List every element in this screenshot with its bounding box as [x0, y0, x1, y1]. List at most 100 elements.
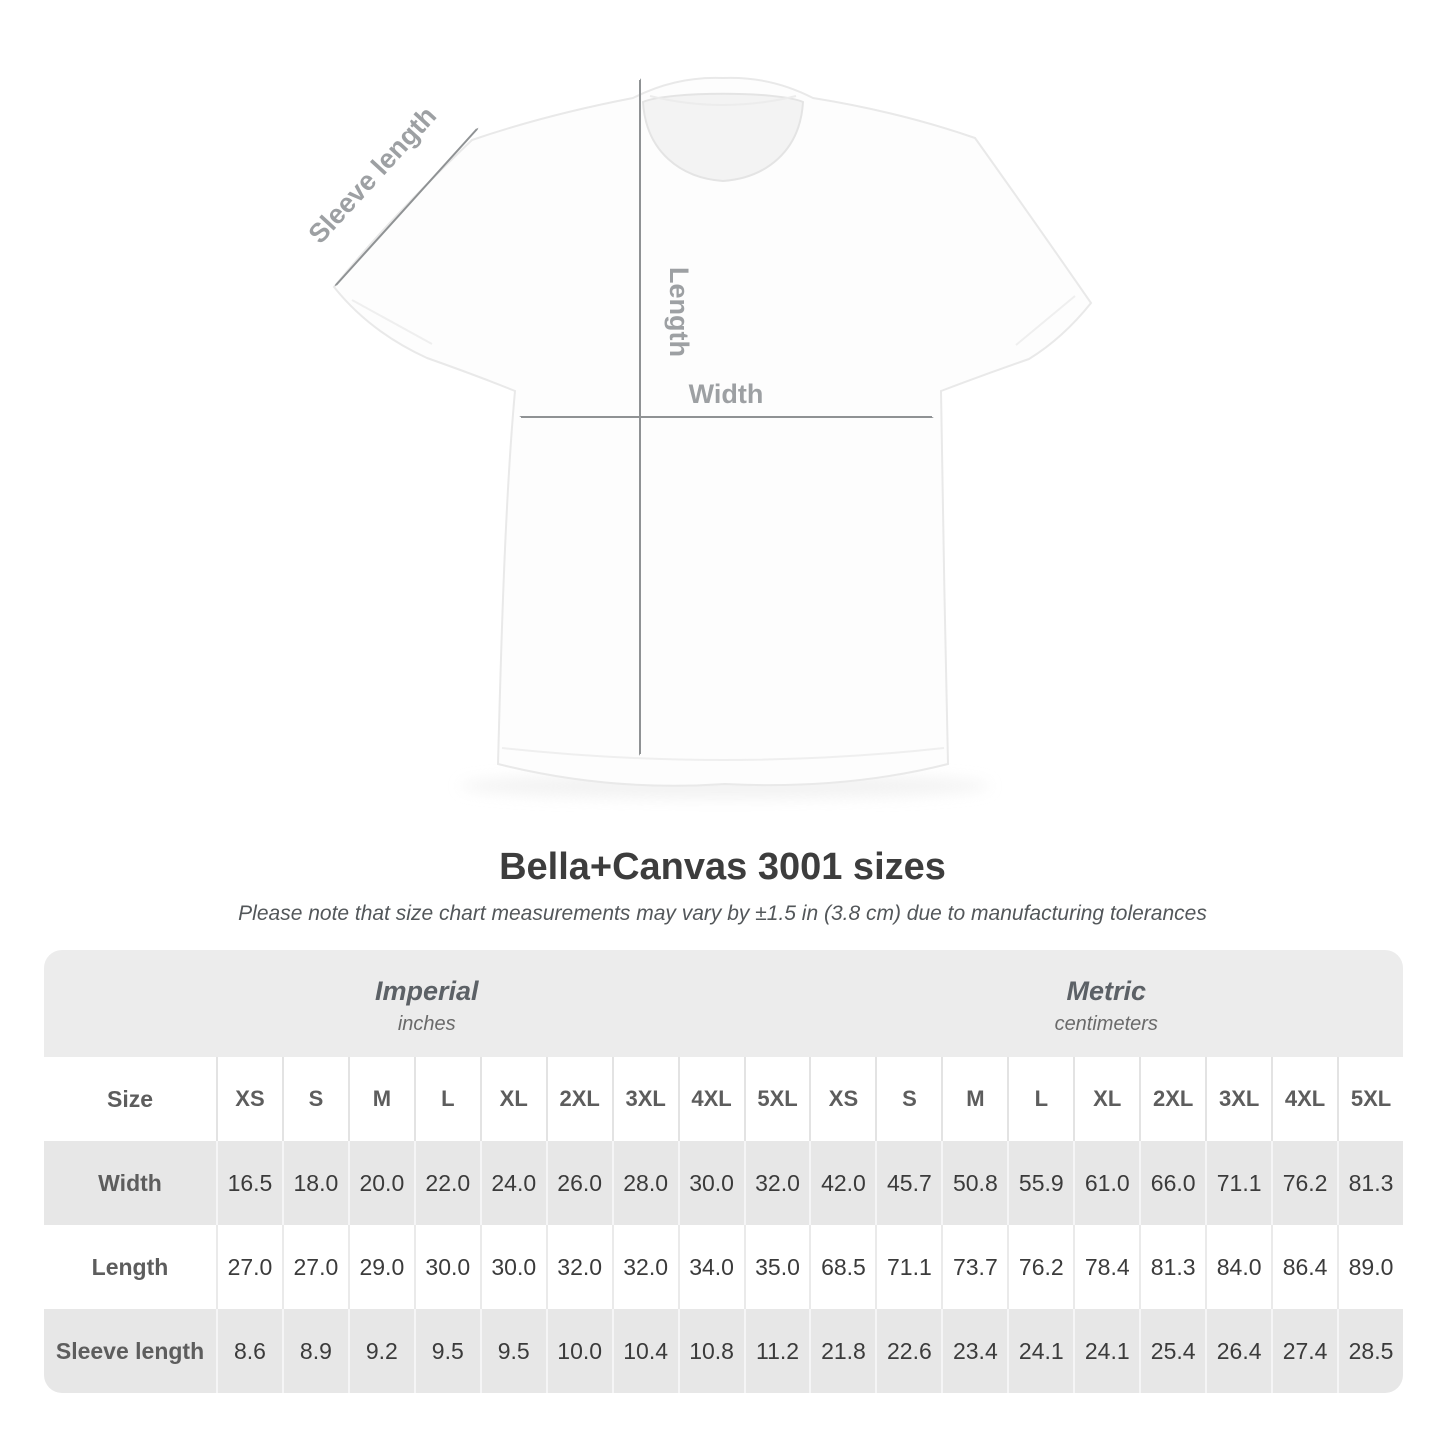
- measurement-cell: 81.3: [1139, 1225, 1205, 1309]
- size-column-header: XS: [216, 1057, 282, 1141]
- size-column-header: S: [281, 1057, 348, 1141]
- measurement-cell: 76.2: [1007, 1225, 1073, 1309]
- width-label: Width: [689, 379, 764, 409]
- measurement-cell: 32.0: [545, 1225, 612, 1309]
- unit-header-row: Imperial inches Metric centimeters: [44, 950, 1403, 1057]
- measurement-cell: 9.5: [413, 1309, 480, 1393]
- measurement-cell: 81.3: [1337, 1141, 1403, 1225]
- measurement-cell: 78.4: [1073, 1225, 1139, 1309]
- measurement-cell: 26.0: [545, 1141, 612, 1225]
- measurement-cell: 10.4: [611, 1309, 678, 1393]
- right-sleeve-hem-seam: [1015, 295, 1076, 346]
- imperial-label: Imperial: [374, 975, 479, 1006]
- row-label: Sleeve length: [55, 1337, 205, 1364]
- table-row: Sleeve length 8.6 8.9 9.2 9.5 9.5 10.0 10.4 10.8…: [44, 1309, 1403, 1393]
- measurement-cell: 71.1: [875, 1225, 941, 1309]
- metric-label: Metric: [1066, 975, 1147, 1006]
- measurement-cell: 32.0: [743, 1141, 810, 1225]
- measurement-cell: 26.4: [1205, 1309, 1271, 1393]
- measurement-cell: 9.5: [479, 1309, 546, 1393]
- left-sleeve-hem-seam: [351, 299, 433, 345]
- size-column-header: 2XL: [1139, 1057, 1205, 1141]
- measurement-cell: 28.0: [611, 1141, 678, 1225]
- measurement-cell: 32.0: [611, 1225, 678, 1309]
- tshirt-body: [332, 76, 1093, 787]
- measurement-cell: 27.0: [216, 1225, 282, 1309]
- bottom-hem-seam: [501, 747, 945, 761]
- measurement-cell: 8.6: [216, 1309, 282, 1393]
- size-chart-table: Imperial inches Metric centimeters Size …: [44, 950, 1403, 1393]
- measurement-cell: 10.0: [545, 1309, 612, 1393]
- measurement-cell: 22.0: [413, 1141, 480, 1225]
- measurement-cell: 89.0: [1337, 1225, 1403, 1309]
- measurement-cell: 35.0: [743, 1225, 810, 1309]
- row-label: Length: [91, 1253, 169, 1280]
- metric-header: Metric centimeters: [810, 950, 1404, 1057]
- table-row: Width 16.5 18.0 20.0 22.0 24.0 26.0 28.0 30.0 32.…: [44, 1141, 1403, 1225]
- tshirt-graphic: [332, 76, 1093, 787]
- size-column-header: XS: [809, 1057, 875, 1141]
- size-column-header: 4XL: [677, 1057, 744, 1141]
- measurement-cell: 55.9: [1007, 1141, 1073, 1225]
- measurement-cell: 50.8: [941, 1141, 1007, 1225]
- measurement-cell: 29.0: [347, 1225, 414, 1309]
- size-column-header: 3XL: [1205, 1057, 1271, 1141]
- measurement-cell: 25.4: [1139, 1309, 1205, 1393]
- measurement-cell: 68.5: [809, 1225, 875, 1309]
- row-label: Width: [98, 1169, 162, 1196]
- measurement-cell: 71.1: [1205, 1141, 1271, 1225]
- size-column-header: XL: [479, 1057, 546, 1141]
- collar-opening: [641, 92, 805, 183]
- imperial-header: Imperial inches: [44, 950, 810, 1057]
- tolerance-note: Please note that size chart measurements…: [238, 902, 1207, 925]
- size-column-header: L: [413, 1057, 480, 1141]
- size-column-header: 3XL: [611, 1057, 678, 1141]
- size-column-header: M: [941, 1057, 1007, 1141]
- measurement-cell: 76.2: [1271, 1141, 1337, 1225]
- size-column-header: 2XL: [545, 1057, 612, 1141]
- measurement-cell: 27.0: [281, 1225, 348, 1309]
- measurement-cell: 22.6: [875, 1309, 941, 1393]
- measurement-cell: 45.7: [875, 1141, 941, 1225]
- measurement-cell: 21.8: [809, 1309, 875, 1393]
- size-column-header: 5XL: [1337, 1057, 1403, 1141]
- measurement-cell: 28.5: [1337, 1309, 1403, 1393]
- table-row: Length 27.0 27.0 29.0 30.0 30.0 32.0 32.0 34.0 35…: [44, 1225, 1403, 1309]
- size-column-label: Size: [106, 1085, 154, 1112]
- measurement-cell: 30.0: [677, 1141, 744, 1225]
- measurement-cell: 23.4: [941, 1309, 1007, 1393]
- page-title: Bella+Canvas 3001 sizes: [499, 846, 946, 888]
- measurement-cell: 16.5: [216, 1141, 282, 1225]
- measurement-cell: 24.0: [479, 1141, 546, 1225]
- measurement-cell: 30.0: [413, 1225, 480, 1309]
- measurement-cell: 10.8: [677, 1309, 744, 1393]
- imperial-unit: inches: [397, 1012, 456, 1035]
- measurement-cell: 61.0: [1073, 1141, 1139, 1225]
- sleeve-length-arrow: [336, 129, 477, 285]
- length-label: Length: [664, 267, 694, 357]
- measurement-cell: 20.0: [347, 1141, 414, 1225]
- tshirt-diagram: Length Width Sleeve length: [303, 76, 1093, 799]
- collar-stitch: [649, 95, 797, 106]
- measurement-cell: 34.0: [677, 1225, 744, 1309]
- measurement-cell: 11.2: [743, 1309, 810, 1393]
- measurement-cell: 84.0: [1205, 1225, 1271, 1309]
- table-body: Width 16.5 18.0 20.0 22.0 24.0 26.0 28.0 30.0 32.…: [44, 1141, 1403, 1393]
- size-column-header: 4XL: [1271, 1057, 1337, 1141]
- size-column-header: L: [1007, 1057, 1073, 1141]
- measurement-cell: 30.0: [479, 1225, 546, 1309]
- measurement-cell: 73.7: [941, 1225, 1007, 1309]
- size-column-header: XL: [1073, 1057, 1139, 1141]
- metric-unit: centimeters: [1054, 1012, 1158, 1035]
- measurement-cell: 24.1: [1007, 1309, 1073, 1393]
- measurement-cell: 24.1: [1073, 1309, 1139, 1393]
- measurement-cell: 8.9: [281, 1309, 348, 1393]
- measurement-cell: 27.4: [1271, 1309, 1337, 1393]
- size-column-header: 5XL: [743, 1057, 810, 1141]
- measurement-cell: 42.0: [809, 1141, 875, 1225]
- size-column-header: M: [347, 1057, 414, 1141]
- measurement-cell: 18.0: [281, 1141, 348, 1225]
- size-header-row: Size XS S M L XL 2XL 3XL 4XL 5XL XS S M L XL 2XL 3XL 4XL…: [44, 1057, 1403, 1141]
- measurement-cell: 9.2: [347, 1309, 414, 1393]
